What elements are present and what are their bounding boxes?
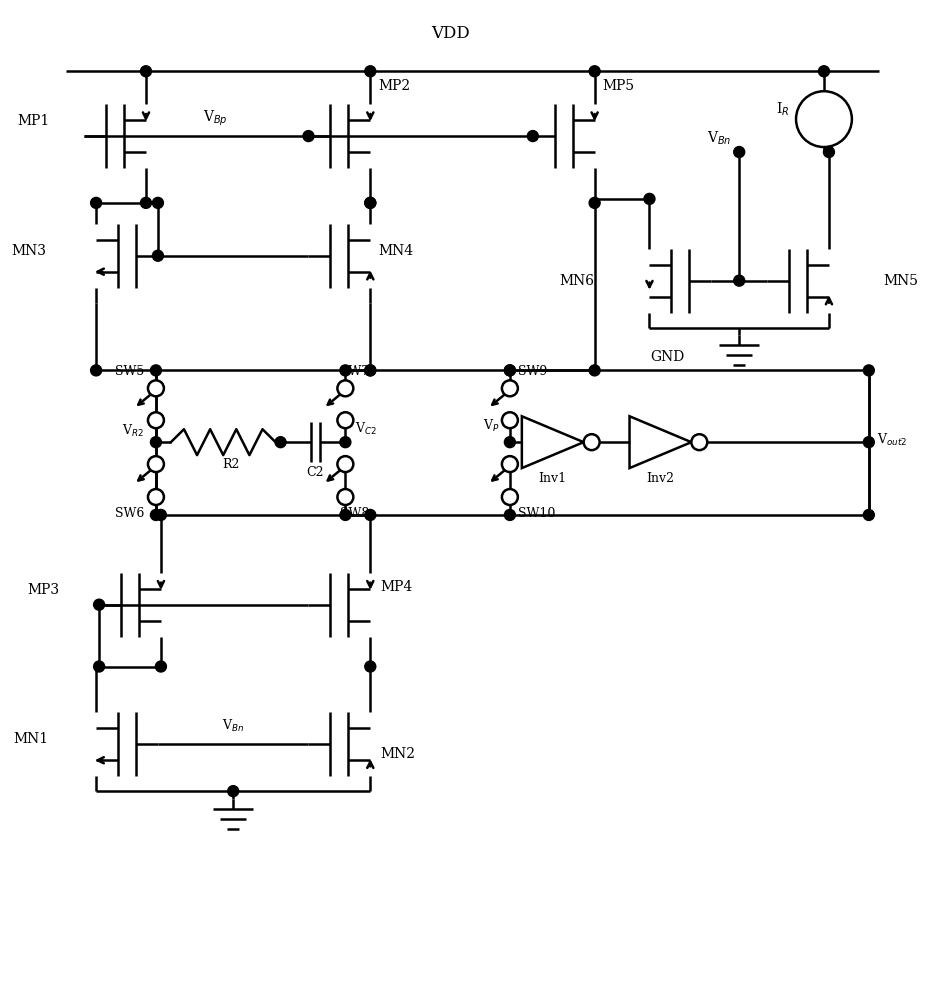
Circle shape	[151, 365, 161, 376]
Circle shape	[339, 437, 351, 448]
Circle shape	[691, 434, 707, 450]
Circle shape	[589, 365, 600, 376]
Text: MP3: MP3	[27, 583, 59, 597]
Circle shape	[275, 437, 286, 448]
Text: V$_{R2}$: V$_{R2}$	[122, 423, 144, 439]
Text: VDD: VDD	[431, 25, 470, 42]
Circle shape	[589, 66, 600, 77]
Text: MN3: MN3	[11, 244, 46, 258]
Circle shape	[502, 489, 518, 505]
Circle shape	[93, 661, 105, 672]
Text: MP2: MP2	[378, 79, 410, 93]
Circle shape	[365, 661, 375, 672]
Circle shape	[338, 380, 354, 396]
Circle shape	[153, 197, 163, 208]
Circle shape	[823, 147, 835, 158]
Circle shape	[864, 365, 874, 376]
Circle shape	[338, 489, 354, 505]
Text: MP1: MP1	[17, 114, 49, 128]
Text: MN6: MN6	[559, 274, 595, 288]
Circle shape	[91, 365, 102, 376]
Circle shape	[365, 197, 375, 208]
Text: Inv1: Inv1	[538, 472, 567, 485]
Text: SW7: SW7	[340, 365, 370, 378]
Circle shape	[502, 412, 518, 428]
Circle shape	[148, 456, 164, 472]
Text: R2: R2	[222, 458, 240, 471]
Text: V$_{Bn}$: V$_{Bn}$	[706, 130, 731, 147]
Text: MN1: MN1	[13, 732, 48, 746]
Circle shape	[527, 131, 538, 142]
Text: SW10: SW10	[518, 507, 555, 520]
Circle shape	[589, 197, 600, 208]
Text: SW5: SW5	[115, 365, 144, 378]
Circle shape	[505, 365, 516, 376]
Text: MN2: MN2	[380, 747, 415, 761]
Circle shape	[864, 509, 874, 520]
Text: SW8: SW8	[340, 507, 370, 520]
Circle shape	[141, 197, 152, 208]
Text: V$_{C2}$: V$_{C2}$	[356, 421, 377, 437]
Circle shape	[151, 437, 161, 448]
Circle shape	[734, 275, 745, 286]
Text: MP4: MP4	[380, 580, 412, 594]
Text: MN5: MN5	[884, 274, 918, 288]
Circle shape	[156, 661, 166, 672]
Circle shape	[365, 509, 375, 520]
Circle shape	[148, 412, 164, 428]
Circle shape	[156, 509, 166, 520]
Circle shape	[819, 66, 830, 77]
Circle shape	[141, 66, 152, 77]
Circle shape	[505, 365, 516, 376]
Text: MP5: MP5	[603, 79, 635, 93]
Circle shape	[644, 193, 655, 204]
Circle shape	[339, 365, 351, 376]
Circle shape	[502, 380, 518, 396]
Circle shape	[227, 786, 239, 797]
Circle shape	[93, 599, 105, 610]
Circle shape	[339, 509, 351, 520]
Text: GND: GND	[650, 350, 685, 364]
Circle shape	[148, 489, 164, 505]
Text: V$_{out2}$: V$_{out2}$	[877, 432, 907, 448]
Circle shape	[365, 365, 375, 376]
Text: V$_P$: V$_P$	[484, 418, 500, 434]
Circle shape	[502, 456, 518, 472]
Text: V$_{Bn}$: V$_{Bn}$	[223, 718, 244, 734]
Circle shape	[796, 91, 852, 147]
Text: SW9: SW9	[518, 365, 547, 378]
Circle shape	[91, 197, 102, 208]
Circle shape	[153, 250, 163, 261]
Circle shape	[338, 456, 354, 472]
Circle shape	[584, 434, 600, 450]
Text: Inv2: Inv2	[647, 472, 674, 485]
Circle shape	[365, 365, 375, 376]
Circle shape	[151, 509, 161, 520]
Circle shape	[338, 412, 354, 428]
Circle shape	[303, 131, 314, 142]
Text: C2: C2	[306, 466, 324, 479]
Text: V$_{Bp}$: V$_{Bp}$	[204, 109, 228, 128]
Text: I$_R$: I$_R$	[775, 100, 789, 118]
Circle shape	[734, 147, 745, 158]
Text: MN4: MN4	[378, 244, 413, 258]
Circle shape	[864, 437, 874, 448]
Circle shape	[505, 437, 516, 448]
Circle shape	[365, 197, 375, 208]
Circle shape	[505, 509, 516, 520]
Circle shape	[148, 380, 164, 396]
Circle shape	[365, 66, 375, 77]
Text: SW6: SW6	[115, 507, 144, 520]
